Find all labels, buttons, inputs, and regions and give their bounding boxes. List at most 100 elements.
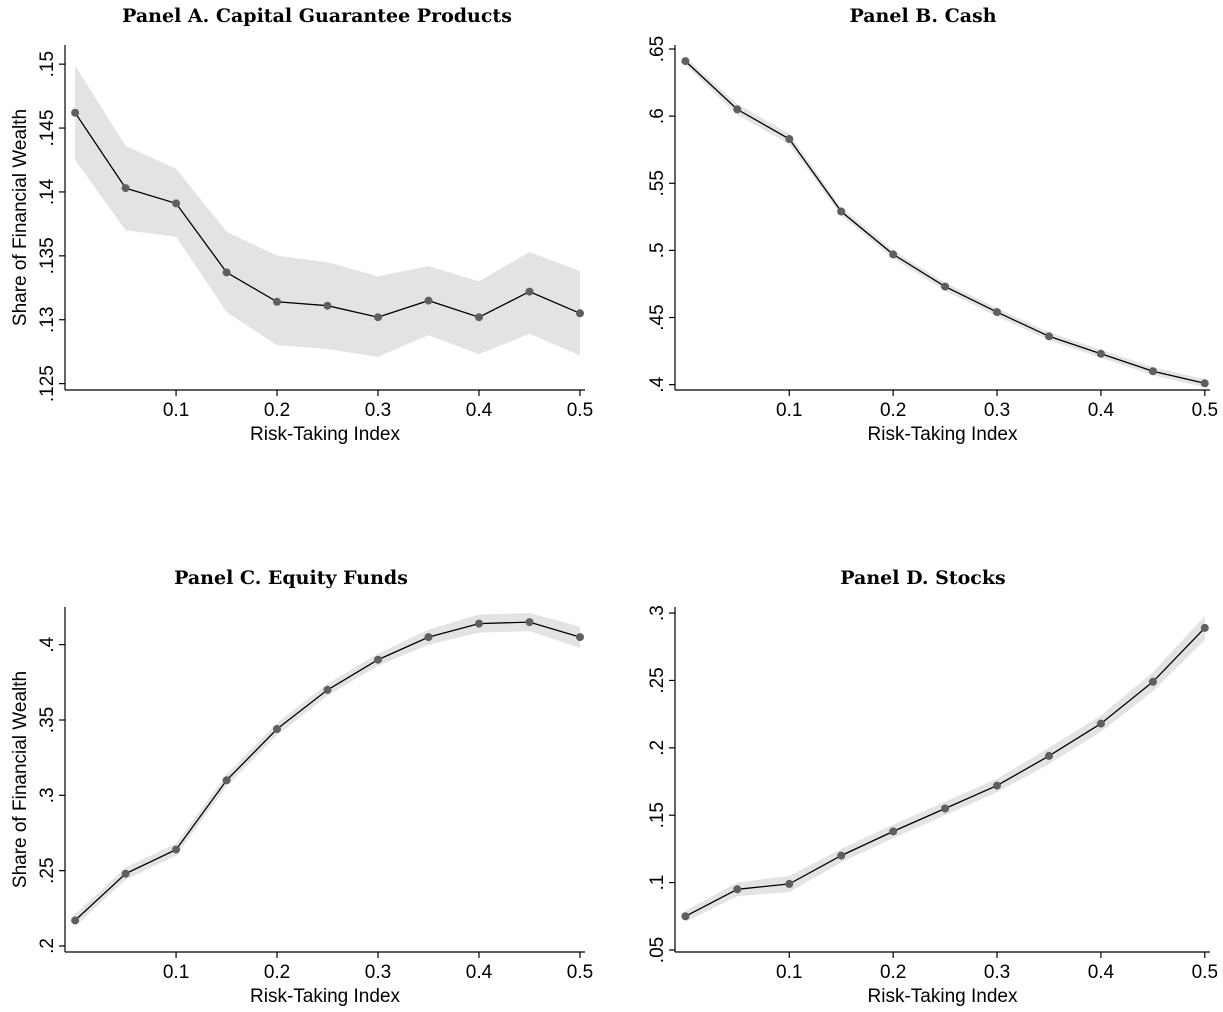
data-point [1045,332,1053,341]
data-point [222,268,231,277]
panel-c: 0.1 0.2 0.3 0.4 0.5 .2 .25 .3 .35 .4 Risk-Taking I… [10,567,593,1007]
x-tick-label: 0.4 [466,400,493,421]
series-line [74,621,581,921]
data-point [475,619,483,628]
y-tick-label: .5 [647,242,668,258]
x-tick-label: 0.2 [880,400,906,421]
panel-title: Panel C. Equity Funds [174,567,408,589]
x-tick-label: 0.2 [880,962,906,983]
x-axis-title: Risk-Taking Index [250,986,400,1007]
y-tick-label: .3 [647,605,668,621]
x-tick-label: 0.4 [466,962,493,983]
x-tick-label: 0.1 [776,400,802,421]
y-tick-label: .6 [647,108,668,124]
y-tick-label: .3 [37,787,58,803]
data-point [733,885,742,894]
data-point [71,108,80,117]
data-point [525,618,534,627]
data-point [323,301,332,310]
panel-title: Panel D. Stocks [840,567,1005,589]
x-tick-label: 0.3 [365,962,391,983]
x-tick-label: 0.1 [163,962,189,983]
data-point [993,308,1001,317]
x-axis-title: Risk-Taking Index [250,424,400,445]
data-point [424,633,433,642]
panel-d: 0.1 0.2 0.3 0.4 0.5 .05 .1 .15 .2 .25 .3 Risk-Takin… [647,567,1218,1007]
y-tick-label: .25 [37,857,58,883]
y-tick-label: .14 [37,178,58,205]
panel-a: 0.1 0.2 0.3 0.4 0.5 .125 .13 .135 .14 .145 .15 Risk… [10,5,593,445]
data-point [1096,349,1105,358]
data-point [576,309,584,318]
data-point [525,287,534,296]
data-point [475,313,483,322]
x-tick-label: 0.5 [1192,962,1218,983]
panel-b: 0.1 0.2 0.3 0.4 0.5 .4 .45 .5 .55 .6 .65 Risk-Takin… [647,5,1218,445]
y-tick-label: .15 [647,802,668,828]
x-tick-label: 0.3 [365,400,391,421]
data-point [681,912,690,921]
data-point [785,879,794,888]
confidence-band [75,613,580,927]
data-point [1200,379,1209,388]
data-point [941,804,950,813]
x-tick-label: 0.2 [264,962,290,983]
x-tick-label: 0.4 [1088,962,1115,983]
data-point [1200,623,1209,632]
x-tick-label: 0.3 [984,400,1010,421]
y-tick-label: .15 [37,51,58,77]
data-point [837,207,846,216]
y-tick-label: .35 [37,707,58,733]
panel-title: Panel B. Cash [849,5,996,27]
y-axis-title: Share of Financial Wealth [10,109,31,326]
data-point [1148,677,1157,686]
y-axis-title: Share of Financial Wealth [10,671,31,888]
x-tick-label: 0.5 [567,400,593,421]
data-point [273,297,281,306]
y-tick-label: .2 [647,740,668,756]
y-tick-label: .145 [37,110,58,147]
data-point [993,781,1001,790]
data-point [374,655,382,664]
series-line [684,60,1205,384]
confidence-band [75,65,580,357]
confidence-band [685,615,1205,922]
data-point [121,184,130,193]
data-point [576,633,584,642]
data-point [323,685,332,694]
data-point [71,916,80,925]
x-tick-label: 0.5 [567,962,593,983]
y-tick-label: .1 [647,875,668,891]
data-point [889,827,898,836]
y-tick-label: .125 [37,365,58,402]
data-point [1148,367,1157,376]
data-point [1045,751,1053,760]
y-tick-label: .25 [647,667,668,693]
data-point [681,57,690,66]
data-point [889,250,898,259]
confidence-band [685,57,1205,388]
x-axis-title: Risk-Taking Index [868,986,1018,1007]
data-point [273,725,281,733]
data-point [424,296,433,305]
x-tick-label: 0.4 [1088,400,1115,421]
data-point [1096,719,1105,728]
y-tick-label: .55 [647,170,668,196]
y-tick-label: .45 [647,304,668,330]
y-tick-label: .13 [37,307,58,333]
y-tick-label: .4 [37,636,58,652]
x-tick-label: 0.3 [984,962,1010,983]
y-tick-label: .65 [647,36,668,62]
data-point [172,845,181,854]
data-point [837,851,846,860]
data-point [222,776,231,785]
data-point [121,869,130,878]
y-tick-label: .4 [647,376,668,392]
data-point [941,282,950,291]
data-point [785,135,794,143]
x-tick-label: 0.1 [163,400,189,421]
x-tick-label: 0.5 [1192,400,1218,421]
y-tick-label: .05 [647,937,668,963]
data-point [374,313,382,322]
